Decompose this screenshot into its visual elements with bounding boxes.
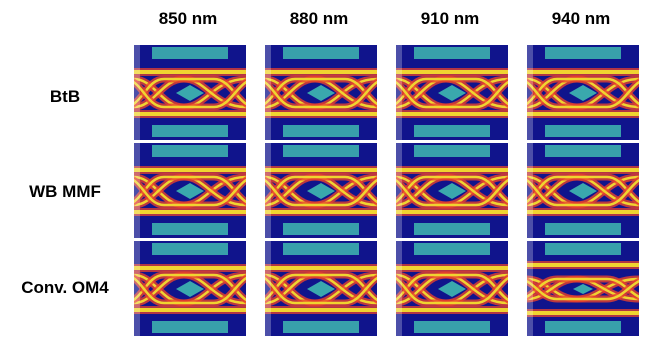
- column-label-910nm: 910 nm: [420, 9, 480, 28]
- eye-diagram-plot: [527, 143, 639, 238]
- row-label-conv-om4: Conv. OM4: [21, 278, 109, 297]
- column-label-850nm: 850 nm: [158, 9, 218, 28]
- column-label-880nm: 880 nm: [289, 9, 349, 28]
- eye-diagram-wb-mmf-850nm: [134, 143, 246, 238]
- eye-diagram-wb-mmf-940nm: [527, 143, 639, 238]
- eye-diagram-conv-om4-910nm: [396, 241, 508, 336]
- eye-diagram-plot: [134, 45, 246, 140]
- eye-diagram-btb-880nm: [265, 45, 377, 140]
- eye-diagram-btb-940nm: [527, 45, 639, 140]
- eye-diagram-plot: [527, 241, 639, 336]
- eye-diagram-plot: [527, 45, 639, 140]
- eye-diagram-plot: [265, 143, 377, 238]
- eye-diagram-conv-om4-940nm: [527, 241, 639, 336]
- eye-diagram-plot: [265, 45, 377, 140]
- column-label-940nm: 940 nm: [551, 9, 611, 28]
- eye-diagram-plot: [396, 241, 508, 336]
- row-label-wb-mmf: WB MMF: [29, 182, 101, 201]
- eye-diagram-plot: [134, 143, 246, 238]
- eye-diagram-wb-mmf-880nm: [265, 143, 377, 238]
- eye-diagram-plot: [134, 241, 246, 336]
- eye-diagram-plot: [265, 241, 377, 336]
- eye-diagram-conv-om4-880nm: [265, 241, 377, 336]
- row-label-btb: BtB: [49, 87, 81, 106]
- eye-diagram-plot: [396, 143, 508, 238]
- eye-diagram-conv-om4-850nm: [134, 241, 246, 336]
- eye-diagram-plot: [396, 45, 508, 140]
- eye-diagram-btb-910nm: [396, 45, 508, 140]
- eye-diagram-btb-850nm: [134, 45, 246, 140]
- eye-diagram-wb-mmf-910nm: [396, 143, 508, 238]
